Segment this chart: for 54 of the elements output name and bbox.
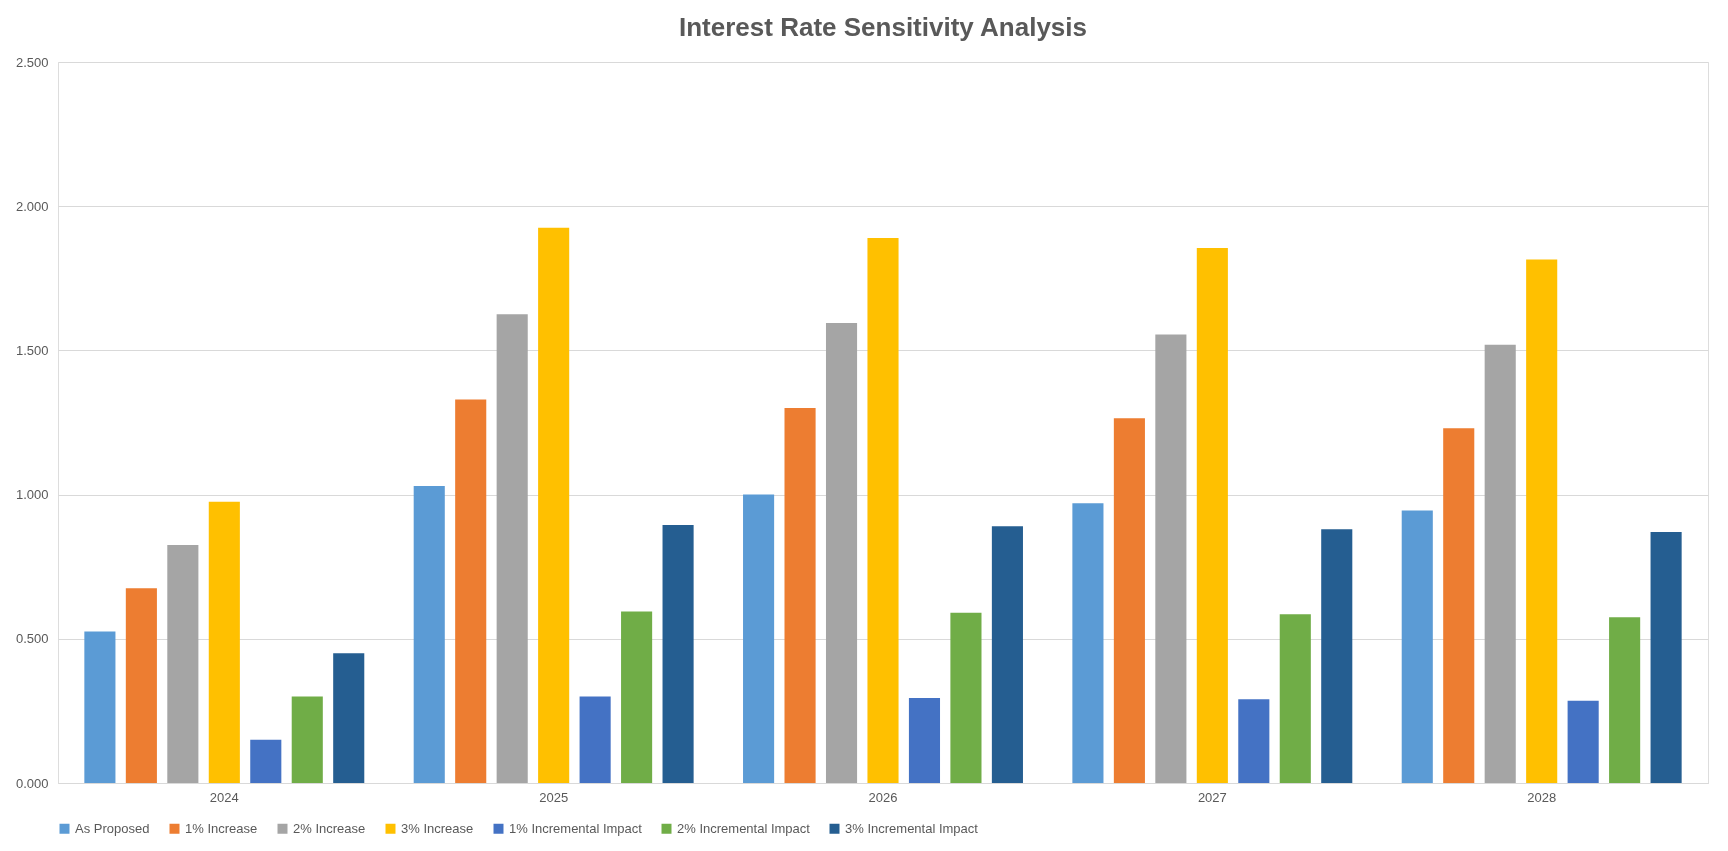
bar xyxy=(991,526,1023,783)
bar xyxy=(867,237,899,783)
bar xyxy=(825,323,858,783)
bar xyxy=(1484,344,1516,783)
bar xyxy=(1650,532,1682,783)
bar xyxy=(621,611,653,783)
x-tick-label: 2027 xyxy=(1197,789,1227,805)
bar xyxy=(1155,334,1187,783)
bar xyxy=(208,501,240,783)
x-tick-label: 2025 xyxy=(539,789,569,805)
bar xyxy=(579,696,611,783)
bar xyxy=(1238,699,1270,783)
y-tick-label: 0.000 xyxy=(15,775,49,791)
bar xyxy=(125,588,157,783)
bar xyxy=(1072,503,1104,783)
bar xyxy=(291,696,323,783)
bar xyxy=(496,314,528,783)
y-tick-label: 1.500 xyxy=(15,342,49,358)
chart-title: Interest Rate Sensitivity Analysis xyxy=(679,12,1087,42)
legend-label: 3% Increase xyxy=(401,820,474,836)
bar xyxy=(455,399,487,783)
legend-label: 2% Increase xyxy=(293,820,366,836)
bar xyxy=(1279,614,1311,783)
bar xyxy=(1196,248,1228,783)
bar xyxy=(413,485,445,783)
legend-label: 1% Increase xyxy=(185,820,258,836)
x-tick-label: 2026 xyxy=(868,789,898,805)
legend-label: As Proposed xyxy=(75,820,150,836)
bar xyxy=(1609,617,1641,783)
legend-label: 3% Incremental Impact xyxy=(845,820,979,836)
bar xyxy=(167,545,199,783)
y-tick-label: 2.000 xyxy=(15,198,49,214)
bar xyxy=(1526,259,1558,783)
x-tick-label: 2028 xyxy=(1527,789,1557,805)
bar xyxy=(743,494,775,783)
y-tick-label: 1.000 xyxy=(15,487,49,503)
bar xyxy=(662,524,694,783)
bar xyxy=(1113,418,1145,783)
bar xyxy=(950,612,982,783)
bar xyxy=(1567,700,1599,783)
y-tick-label: 0.500 xyxy=(15,631,49,647)
x-tick-label: 2024 xyxy=(209,789,239,805)
bar xyxy=(908,697,941,783)
bar xyxy=(538,227,570,783)
bar xyxy=(1321,529,1353,783)
bar xyxy=(784,408,816,783)
legend-label: 2% Incremental Impact xyxy=(677,820,811,836)
bar xyxy=(1443,428,1475,783)
legend-label: 1% Incremental Impact xyxy=(509,820,643,836)
y-tick-label: 2.500 xyxy=(15,54,49,70)
bar xyxy=(1401,510,1433,783)
bar xyxy=(84,631,116,783)
bar xyxy=(250,739,282,783)
bar xyxy=(333,653,365,783)
